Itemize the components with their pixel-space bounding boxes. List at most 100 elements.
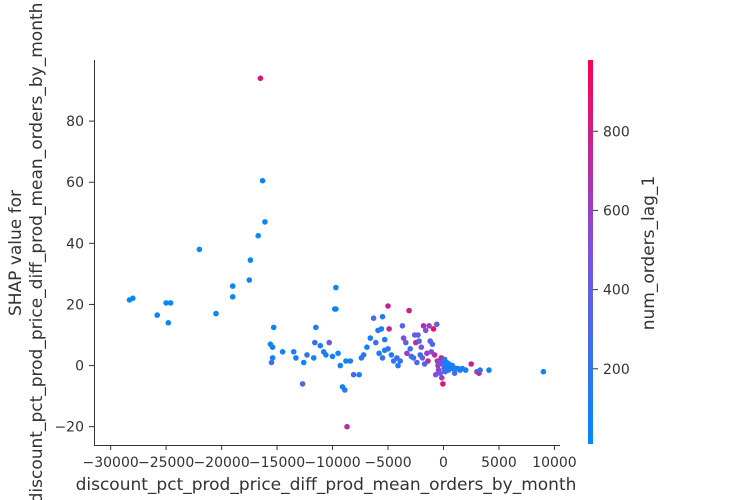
data-point	[370, 315, 377, 322]
data-point	[279, 349, 286, 355]
data-points	[126, 75, 547, 430]
data-point	[293, 355, 299, 361]
data-point	[486, 367, 492, 373]
data-point	[333, 306, 339, 312]
data-point	[403, 339, 409, 346]
data-point	[290, 349, 297, 355]
data-point	[350, 371, 357, 378]
data-point	[540, 368, 547, 375]
data-point	[407, 346, 414, 352]
y-axis-title: SHAP value fordiscount_pct_prod_price_di…	[6, 3, 47, 500]
x-tick-label: 0	[439, 455, 448, 471]
data-point	[269, 355, 276, 361]
data-point	[424, 350, 430, 357]
data-point	[415, 332, 421, 338]
data-point	[247, 257, 254, 263]
data-point	[434, 321, 440, 328]
data-point	[310, 355, 317, 361]
colorbar-title: num_orders_lag_1	[639, 176, 659, 331]
data-point	[416, 338, 422, 344]
y-tick-label: 60	[66, 175, 84, 191]
data-point	[373, 339, 379, 346]
y-axis-ticks: −20 0 20 40 60 80	[54, 114, 94, 436]
data-point	[404, 350, 410, 357]
colorbar-ticks: 200 400 600 800	[593, 124, 630, 378]
data-point	[462, 367, 469, 373]
x-tick-label: −30000	[83, 455, 139, 471]
data-point	[229, 283, 236, 289]
data-point	[385, 346, 391, 352]
x-tick-label: 5000	[481, 455, 517, 471]
data-point	[326, 339, 333, 346]
data-point	[429, 341, 436, 348]
data-point	[414, 359, 420, 366]
data-point	[196, 246, 203, 253]
data-point	[418, 344, 425, 351]
data-point	[468, 361, 475, 367]
data-point	[167, 300, 174, 306]
data-point	[262, 219, 268, 225]
data-point	[317, 342, 324, 349]
data-point	[269, 344, 276, 351]
colorbar	[588, 60, 593, 444]
data-point	[154, 312, 160, 318]
data-point	[246, 277, 253, 283]
data-point	[367, 335, 374, 341]
data-point	[432, 371, 439, 378]
data-point	[213, 310, 219, 317]
data-point	[437, 370, 444, 377]
x-tick-label: −5000	[364, 455, 411, 471]
x-tick-label: −25000	[138, 455, 194, 471]
x-tick-label: −10000	[304, 455, 360, 471]
data-point	[333, 284, 339, 291]
data-point	[378, 326, 385, 332]
data-point	[406, 307, 412, 314]
y-tick-label: 20	[66, 297, 84, 313]
data-point	[229, 294, 236, 300]
data-point	[397, 358, 404, 364]
data-point	[126, 297, 133, 303]
data-point	[379, 355, 386, 361]
data-point	[257, 75, 264, 82]
data-point	[342, 387, 348, 393]
y-tick-label: −20	[54, 420, 84, 436]
data-point	[400, 335, 407, 341]
data-point	[385, 303, 391, 309]
colorbar-tick-label: 600	[603, 203, 630, 219]
data-point	[419, 355, 426, 361]
y-tick-label: 80	[66, 114, 84, 130]
data-point	[425, 358, 431, 364]
data-point	[420, 323, 427, 329]
data-point	[477, 367, 483, 373]
data-point	[329, 353, 336, 360]
data-point	[379, 313, 386, 320]
data-point	[388, 352, 395, 358]
data-point	[344, 423, 350, 430]
data-point	[335, 350, 341, 357]
data-point	[300, 359, 307, 366]
colorbar-tick-label: 800	[603, 124, 630, 140]
x-tick-label: 10000	[532, 455, 577, 471]
data-point	[381, 336, 388, 343]
y-tick-label: 0	[75, 359, 84, 375]
data-point	[299, 381, 306, 387]
y-tick-label: 40	[66, 236, 84, 252]
data-point	[347, 358, 354, 364]
data-point	[163, 300, 169, 306]
data-point	[255, 232, 261, 239]
y-axis-title-group: SHAP value fordiscount_pct_prod_price_di…	[6, 3, 47, 500]
colorbar-tick-label: 400	[603, 283, 630, 299]
colorbar-title-group: num_orders_lag_1	[639, 176, 659, 331]
data-point	[376, 350, 382, 357]
data-point	[430, 326, 437, 332]
data-point	[439, 375, 445, 381]
data-point	[337, 362, 344, 369]
x-axis-title: discount_pct_prod_price_diff_prod_mean_o…	[76, 475, 577, 495]
data-point	[360, 352, 367, 358]
y-axis-title-line: discount_pct_prod_price_diff_prod_mean_o…	[27, 3, 47, 500]
data-point	[323, 352, 329, 358]
x-tick-label: −15000	[249, 455, 305, 471]
data-point	[313, 324, 319, 331]
data-point	[386, 326, 392, 332]
